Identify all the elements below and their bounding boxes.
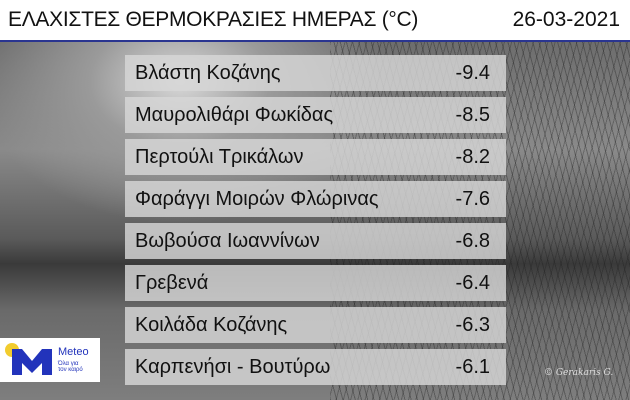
station-temp: -6.1 [455, 355, 490, 378]
station-name: Γρεβενά [135, 271, 209, 294]
station-name: Περτούλι Τρικάλων [135, 145, 304, 168]
station-name: Μαυρολιθάρι Φωκίδας [135, 103, 334, 126]
header-divider [0, 40, 630, 42]
station-row: Γρεβενά -6.4 [125, 265, 506, 301]
m-logo-icon [12, 349, 52, 375]
station-temp: -6.4 [455, 271, 490, 294]
logo-slogan: Όλα για τον καιρό [58, 361, 83, 373]
station-row: Βλάστη Κοζάνης -9.4 [125, 55, 506, 91]
station-temp: -9.4 [455, 61, 490, 84]
station-row: Καρπενήσι - Βουτύρω -6.1 [125, 349, 506, 385]
station-temp: -8.2 [455, 145, 490, 168]
background-trees [330, 42, 630, 400]
station-temp: -6.3 [455, 313, 490, 336]
station-temp: -6.8 [455, 229, 490, 252]
page-title: ΕΛΑΧΙΣΤΕΣ ΘΕΡΜΟΚΡΑΣΙΕΣ ΗΜΕΡΑΣ (°C) [8, 8, 419, 31]
station-temp: -8.5 [455, 103, 490, 126]
station-name: Φαράγγι Μοιρών Φλώρινας [135, 187, 379, 210]
station-name: Κοιλάδα Κοζάνης [135, 313, 288, 336]
station-row: Μαυρολιθάρι Φωκίδας -8.5 [125, 97, 506, 133]
station-name: Βωβούσα Ιωαννίνων [135, 229, 320, 252]
station-row: Κοιλάδα Κοζάνης -6.3 [125, 307, 506, 343]
station-row: Περτούλι Τρικάλων -8.2 [125, 139, 506, 175]
slogan-line1: Όλα για [58, 361, 79, 367]
header: ΕΛΑΧΙΣΤΕΣ ΘΕΡΜΟΚΡΑΣΙΕΣ ΗΜΕΡΑΣ (°C) 26-03… [0, 0, 630, 40]
station-row: Βωβούσα Ιωαννίνων -6.8 [125, 223, 506, 259]
logo-name: Meteo [58, 346, 89, 358]
photo-watermark: © Gerakaris G. [544, 368, 614, 378]
station-name: Καρπενήσι - Βουτύρω [135, 355, 331, 378]
station-row: Φαράγγι Μοιρών Φλώρινας -7.6 [125, 181, 506, 217]
station-temp: -7.6 [455, 187, 490, 210]
date-label: 26-03-2021 [512, 8, 620, 31]
station-name: Βλάστη Κοζάνης [135, 61, 281, 84]
slogan-line2: τον καιρό [58, 367, 83, 373]
meteo-logo: Meteo Όλα για τον καιρό [0, 338, 100, 382]
